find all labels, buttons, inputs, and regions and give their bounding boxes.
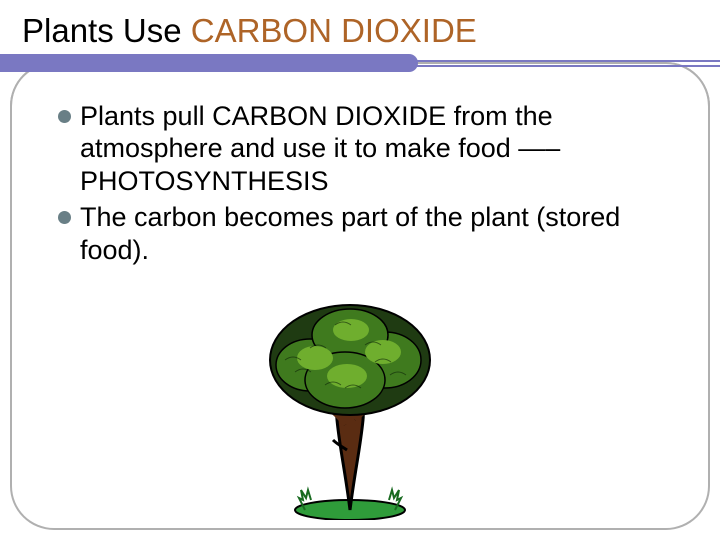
title-accent: CARBON DIOXIDE [191,12,477,49]
bullet-item: The carbon becomes part of the plant (st… [58,201,680,266]
content-area: Plants pull CARBON DIOXIDE from the atmo… [58,100,680,270]
accent-band [0,54,720,72]
bullet-text: Plants pull CARBON DIOXIDE from the atmo… [80,100,680,197]
title-plain: Plants Use [22,12,191,49]
band-fill [0,54,418,72]
bullet-text: The carbon becomes part of the plant (st… [80,201,680,266]
bullet-dot-icon [58,110,71,123]
tree-icon [255,290,445,520]
bullet-item: Plants pull CARBON DIOXIDE from the atmo… [58,100,680,197]
slide-title: Plants Use CARBON DIOXIDE [22,12,477,50]
tree-illustration [255,290,445,525]
bullet-dot-icon [58,211,71,224]
